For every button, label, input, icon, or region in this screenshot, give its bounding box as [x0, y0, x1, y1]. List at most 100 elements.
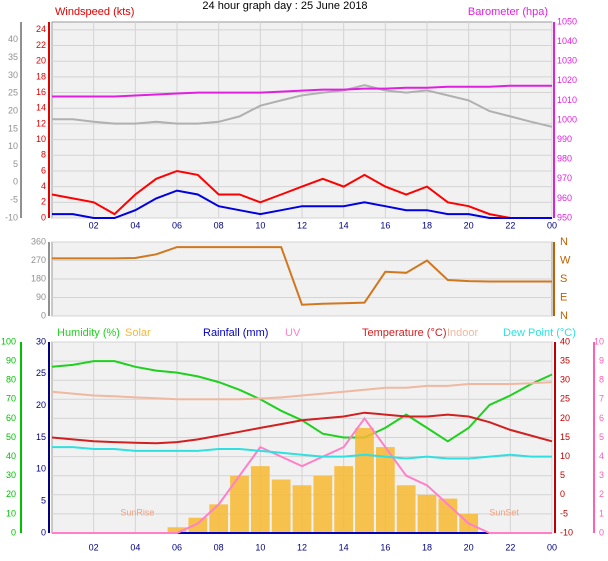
x-tick-label: 04: [130, 542, 140, 552]
y-tick-label: 0: [560, 489, 565, 499]
solar-bar: [271, 479, 291, 533]
solar-bar: [188, 517, 208, 533]
solar-bar: [438, 498, 458, 533]
y-tick-label: 1050: [557, 16, 577, 26]
y-tick-label: 100: [1, 336, 16, 346]
y-tick-label: 24: [36, 24, 46, 34]
x-tick-label: 00: [547, 542, 557, 552]
y-tick-label: 980: [557, 154, 572, 164]
y-tick-label: 35: [560, 355, 570, 365]
y-tick-label: 12: [36, 118, 46, 128]
y-tick-label: -5: [10, 195, 18, 205]
y-tick-label: 10: [560, 451, 570, 461]
series-line: [52, 84, 553, 128]
y-tick-label: 180: [31, 273, 46, 283]
y-tick-label: 30: [36, 336, 46, 346]
x-tick-label: 20: [464, 542, 474, 552]
x-tick-label: 20: [464, 220, 474, 230]
x-tick-label: 10: [255, 220, 265, 230]
y-tick-label: 30: [6, 470, 16, 480]
solar-bar: [230, 475, 249, 533]
x-tick-label: 14: [339, 542, 349, 552]
y-tick-label: 10: [6, 508, 16, 518]
y-tick-label: 1040: [557, 36, 577, 46]
y-tick-label: 8: [41, 150, 46, 160]
y-tick-label: 40: [560, 336, 570, 346]
solar-bar: [355, 427, 374, 533]
y-tick-label: 90: [36, 292, 46, 302]
x-tick-label: 18: [422, 220, 432, 230]
series-line: [52, 189, 552, 219]
series-line: [52, 416, 552, 534]
y-tick-label: 1010: [557, 95, 577, 105]
x-tick-label: 14: [339, 220, 349, 230]
y-tick-label: 80: [6, 375, 16, 385]
y-tick-label: 14: [36, 103, 46, 113]
y-tick-label: 20: [36, 400, 46, 410]
y-tick-label: 0: [599, 527, 604, 537]
series-line: [52, 246, 552, 306]
y-tick-label: 5: [13, 159, 18, 169]
y-tick-label: 5: [41, 496, 46, 506]
solar-bar: [375, 447, 395, 533]
y-tick-label: 5: [599, 432, 604, 442]
annotation: SunSet: [489, 507, 519, 517]
y-tick-label: 6: [599, 413, 604, 423]
x-tick-label: 08: [214, 220, 224, 230]
annotation: SunRise: [120, 507, 154, 517]
legend-entry: Solar: [125, 327, 151, 339]
axis-label: Windspeed (kts): [55, 6, 134, 18]
y-tick-label: -10: [560, 527, 573, 537]
y-tick-label: 2: [599, 489, 604, 499]
y-tick-label: 10: [36, 134, 46, 144]
y-tick-label: 25: [36, 368, 46, 378]
series-line: [51, 411, 553, 445]
y-tick-label: -5: [560, 508, 568, 518]
y-tick-label: 30: [560, 375, 570, 385]
y-tick-label: W: [560, 254, 571, 266]
series-line: [51, 169, 552, 219]
y-tick-label: 6: [41, 165, 46, 175]
y-tick-label: 22: [36, 40, 46, 50]
solar-bar: [209, 504, 229, 533]
x-tick-label: 12: [297, 220, 307, 230]
y-tick-label: 9: [599, 355, 604, 365]
y-tick-label: 0: [11, 527, 16, 537]
y-tick-label: 1: [599, 508, 604, 518]
y-tick-label: 50: [6, 432, 16, 442]
y-tick-label: 3: [599, 470, 604, 480]
legend-entry: Rainfall (mm): [203, 327, 268, 339]
chart-title: 24 hour graph day : 25 June 2018: [202, 0, 367, 12]
x-tick-label: 02: [89, 220, 99, 230]
solar-bar: [396, 485, 416, 533]
series-line: [52, 446, 552, 460]
y-tick-label: 7: [599, 394, 604, 404]
legend-entry: Temperature (°C): [362, 327, 446, 339]
solar-bar: [313, 475, 333, 533]
y-tick-label: 960: [557, 193, 572, 203]
y-tick-label: 20: [36, 56, 46, 66]
x-tick-label: 02: [89, 542, 99, 552]
y-tick-label: S: [560, 273, 567, 285]
x-tick-label: 06: [172, 220, 182, 230]
y-tick-label: 0: [41, 527, 46, 537]
y-tick-label: 360: [31, 236, 46, 246]
x-tick-label: 16: [380, 220, 390, 230]
legend-entry: Humidity (%): [57, 327, 120, 339]
y-tick-label: 2: [41, 197, 46, 207]
solar-bar: [334, 466, 354, 533]
y-tick-label: 90: [6, 355, 16, 365]
x-tick-label: 12: [297, 542, 307, 552]
y-tick-label: 20: [6, 489, 16, 499]
y-tick-label: 15: [36, 432, 46, 442]
y-tick-label: 970: [557, 173, 572, 183]
y-tick-label: 0: [41, 212, 46, 222]
y-tick-label: 0: [13, 177, 18, 187]
solar-bar: [250, 466, 270, 533]
y-tick-label: 25: [8, 88, 18, 98]
legend-entry: Indoor: [447, 327, 479, 339]
solar-bar: [417, 494, 437, 533]
axis-label: Barometer (hpa): [468, 6, 548, 18]
x-tick-label: 04: [130, 220, 140, 230]
